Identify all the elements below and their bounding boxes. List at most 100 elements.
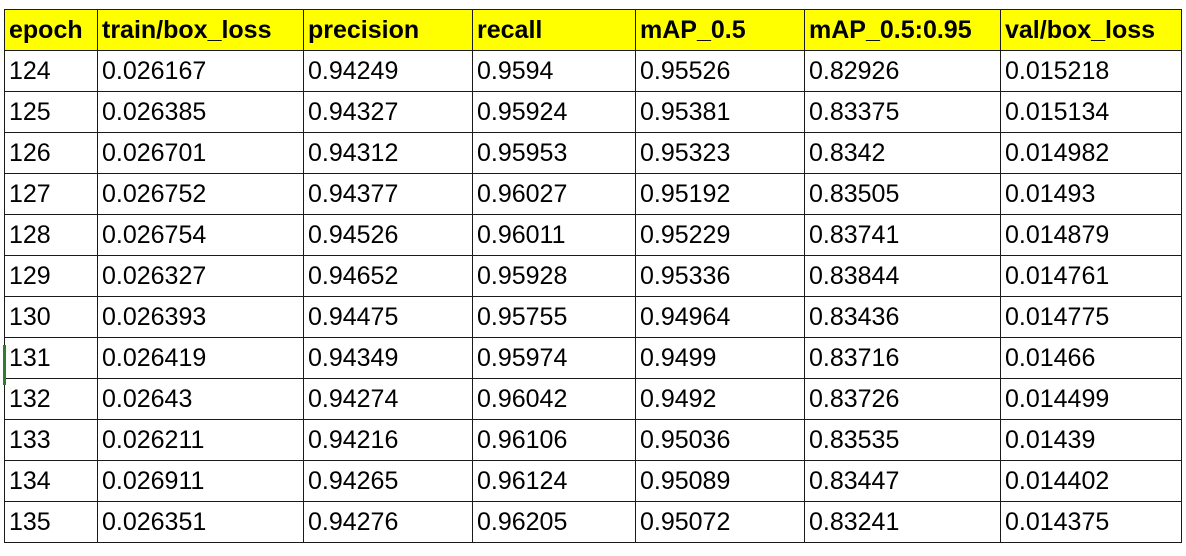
cell-map-0-5-0-95[interactable]: 0.83716 bbox=[804, 337, 1001, 379]
cell-recall[interactable]: 0.9594 bbox=[472, 50, 636, 92]
cell-train-box-loss[interactable]: 0.026752 bbox=[97, 173, 304, 215]
cell-map-0-5[interactable]: 0.95381 bbox=[635, 91, 805, 133]
cell-val-box-loss[interactable]: 0.014499 bbox=[1000, 378, 1182, 420]
cell-val-box-loss[interactable]: 0.014402 bbox=[1000, 460, 1182, 502]
cell-map-0-5-0-95[interactable]: 0.82926 bbox=[804, 50, 1001, 92]
cell-train-box-loss[interactable]: 0.026393 bbox=[97, 296, 304, 338]
cell-recall[interactable]: 0.95924 bbox=[472, 91, 636, 133]
cell-map-0-5-0-95[interactable]: 0.83505 bbox=[804, 173, 1001, 215]
cell-epoch[interactable]: 126 bbox=[4, 132, 98, 174]
cell-precision[interactable]: 0.94327 bbox=[303, 91, 473, 133]
cell-epoch[interactable]: 134 bbox=[4, 460, 98, 502]
cell-val-box-loss[interactable]: 0.01439 bbox=[1000, 419, 1182, 461]
cell-map-0-5[interactable]: 0.95336 bbox=[635, 255, 805, 297]
cell-val-box-loss[interactable]: 0.01493 bbox=[1000, 173, 1182, 215]
header-cell-val-box-loss[interactable]: val/box_loss bbox=[1000, 9, 1182, 51]
cell-map-0-5-0-95[interactable]: 0.83726 bbox=[804, 378, 1001, 420]
cell-recall[interactable]: 0.95953 bbox=[472, 132, 636, 174]
cell-precision[interactable]: 0.94475 bbox=[303, 296, 473, 338]
cell-map-0-5-0-95[interactable]: 0.83741 bbox=[804, 214, 1001, 256]
cell-epoch[interactable]: 124 bbox=[4, 50, 98, 92]
cell-train-box-loss[interactable]: 0.026419 bbox=[97, 337, 304, 379]
cell-precision[interactable]: 0.94312 bbox=[303, 132, 473, 174]
cell-epoch[interactable]: 135 bbox=[4, 501, 98, 543]
cell-epoch[interactable]: 125 bbox=[4, 91, 98, 133]
cell-map-0-5-0-95[interactable]: 0.83375 bbox=[804, 91, 1001, 133]
table-row: 134 0.026911 0.94265 0.96124 0.95089 0.83447 0… bbox=[4, 460, 1182, 502]
table-row: 128 0.026754 0.94526 0.96011 0.95229 0.83741 0… bbox=[4, 214, 1182, 256]
cell-precision[interactable]: 0.94265 bbox=[303, 460, 473, 502]
header-cell-epoch[interactable]: epoch bbox=[4, 9, 98, 51]
cell-val-box-loss[interactable]: 0.014761 bbox=[1000, 255, 1182, 297]
cell-precision[interactable]: 0.94274 bbox=[303, 378, 473, 420]
cell-train-box-loss[interactable]: 0.026351 bbox=[97, 501, 304, 543]
cell-map-0-5-0-95[interactable]: 0.83436 bbox=[804, 296, 1001, 338]
cell-map-0-5[interactable]: 0.95192 bbox=[635, 173, 805, 215]
cell-map-0-5[interactable]: 0.94964 bbox=[635, 296, 805, 338]
cell-map-0-5[interactable]: 0.95089 bbox=[635, 460, 805, 502]
cell-epoch[interactable]: 129 bbox=[4, 255, 98, 297]
cell-map-0-5[interactable]: 0.95036 bbox=[635, 419, 805, 461]
cell-val-box-loss[interactable]: 0.01466 bbox=[1000, 337, 1182, 379]
table-body: 124 0.026167 0.94249 0.9594 0.95526 0.82926 0.… bbox=[4, 50, 1182, 543]
cell-map-0-5[interactable]: 0.95072 bbox=[635, 501, 805, 543]
table-row: 125 0.026385 0.94327 0.95924 0.95381 0.83375 0… bbox=[4, 91, 1182, 133]
cell-epoch[interactable]: 132 bbox=[4, 378, 98, 420]
cell-recall[interactable]: 0.96042 bbox=[472, 378, 636, 420]
cell-precision[interactable]: 0.94652 bbox=[303, 255, 473, 297]
cell-precision[interactable]: 0.94276 bbox=[303, 501, 473, 543]
cell-train-box-loss[interactable]: 0.026327 bbox=[97, 255, 304, 297]
cell-precision[interactable]: 0.94349 bbox=[303, 337, 473, 379]
cell-epoch[interactable]: 128 bbox=[4, 214, 98, 256]
cell-train-box-loss[interactable]: 0.026701 bbox=[97, 132, 304, 174]
cell-train-box-loss[interactable]: 0.026754 bbox=[97, 214, 304, 256]
cell-epoch[interactable]: 127 bbox=[4, 173, 98, 215]
cell-map-0-5[interactable]: 0.95229 bbox=[635, 214, 805, 256]
cell-precision[interactable]: 0.94377 bbox=[303, 173, 473, 215]
cell-val-box-loss[interactable]: 0.014375 bbox=[1000, 501, 1182, 543]
cell-epoch[interactable]: 133 bbox=[4, 419, 98, 461]
cell-val-box-loss[interactable]: 0.014775 bbox=[1000, 296, 1182, 338]
cell-recall[interactable]: 0.95755 bbox=[472, 296, 636, 338]
cell-recall[interactable]: 0.96011 bbox=[472, 214, 636, 256]
cell-map-0-5-0-95[interactable]: 0.83535 bbox=[804, 419, 1001, 461]
cell-train-box-loss[interactable]: 0.026911 bbox=[97, 460, 304, 502]
header-cell-train-box-loss[interactable]: train/box_loss bbox=[97, 9, 304, 51]
header-cell-recall[interactable]: recall bbox=[472, 9, 636, 51]
cell-recall[interactable]: 0.95928 bbox=[472, 255, 636, 297]
cell-epoch[interactable]: 130 bbox=[4, 296, 98, 338]
table-row: 133 0.026211 0.94216 0.96106 0.95036 0.83535 0… bbox=[4, 419, 1182, 461]
cell-map-0-5[interactable]: 0.95323 bbox=[635, 132, 805, 174]
cell-epoch[interactable]: 131 bbox=[4, 337, 98, 379]
cell-recall[interactable]: 0.96027 bbox=[472, 173, 636, 215]
cell-precision[interactable]: 0.94249 bbox=[303, 50, 473, 92]
cell-train-box-loss[interactable]: 0.02643 bbox=[97, 378, 304, 420]
cell-precision[interactable]: 0.94526 bbox=[303, 214, 473, 256]
cell-recall[interactable]: 0.95974 bbox=[472, 337, 636, 379]
cell-train-box-loss[interactable]: 0.026211 bbox=[97, 419, 304, 461]
cell-map-0-5-0-95[interactable]: 0.8342 bbox=[804, 132, 1001, 174]
cell-map-0-5-0-95[interactable]: 0.83241 bbox=[804, 501, 1001, 543]
cell-recall[interactable]: 0.96205 bbox=[472, 501, 636, 543]
cell-train-box-loss[interactable]: 0.026385 bbox=[97, 91, 304, 133]
cell-train-box-loss[interactable]: 0.026167 bbox=[97, 50, 304, 92]
cell-recall[interactable]: 0.96124 bbox=[472, 460, 636, 502]
cell-val-box-loss[interactable]: 0.014879 bbox=[1000, 214, 1182, 256]
cell-map-0-5[interactable]: 0.9492 bbox=[635, 378, 805, 420]
table-row: 124 0.026167 0.94249 0.9594 0.95526 0.82926 0.… bbox=[4, 50, 1182, 92]
cell-precision[interactable]: 0.94216 bbox=[303, 419, 473, 461]
header-cell-map-0-5-0-95[interactable]: mAP_0.5:0.95 bbox=[804, 9, 1001, 51]
active-row-marker bbox=[3, 345, 6, 385]
cell-map-0-5[interactable]: 0.95526 bbox=[635, 50, 805, 92]
cell-val-box-loss[interactable]: 0.015134 bbox=[1000, 91, 1182, 133]
table-row: 127 0.026752 0.94377 0.96027 0.95192 0.83505 0… bbox=[4, 173, 1182, 215]
cell-map-0-5-0-95[interactable]: 0.83844 bbox=[804, 255, 1001, 297]
cell-recall[interactable]: 0.96106 bbox=[472, 419, 636, 461]
header-cell-map-0-5[interactable]: mAP_0.5 bbox=[635, 9, 805, 51]
cell-map-0-5-0-95[interactable]: 0.83447 bbox=[804, 460, 1001, 502]
cell-val-box-loss[interactable]: 0.014982 bbox=[1000, 132, 1182, 174]
header-cell-precision[interactable]: precision bbox=[303, 9, 473, 51]
cell-val-box-loss[interactable]: 0.015218 bbox=[1000, 50, 1182, 92]
cell-map-0-5[interactable]: 0.9499 bbox=[635, 337, 805, 379]
